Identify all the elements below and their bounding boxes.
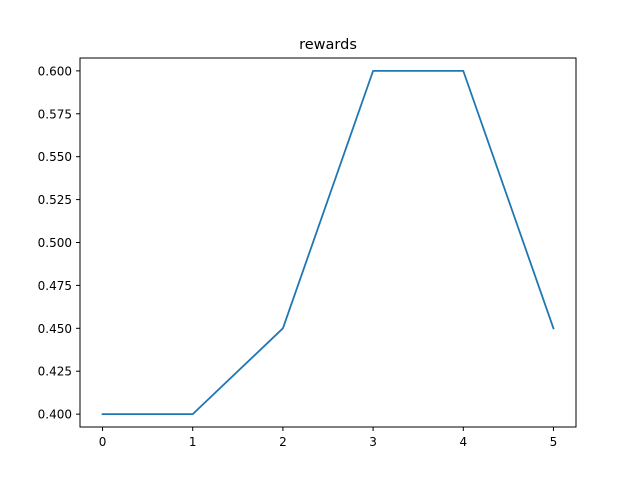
y-tick-label: 0.600 (38, 64, 72, 78)
series-line-0 (101, 69, 555, 416)
x-tick-label: 3 (369, 435, 377, 449)
x-tick-label: 0 (99, 435, 107, 449)
x-tick-label: 1 (189, 435, 197, 449)
y-tick-label: 0.500 (38, 236, 72, 250)
y-tick-label: 0.400 (38, 408, 72, 422)
y-tick-label: 0.525 (38, 193, 72, 207)
plot-area: 0 1 2 3 4 5 0.400 0.425 0.450 0.475 0.500 0.525 0.55… (38, 57, 577, 449)
y-tick-label: 0.475 (38, 279, 72, 293)
x-tick-label: 5 (550, 435, 558, 449)
y-tick-label: 0.575 (38, 107, 72, 121)
x-tick-label: 2 (279, 435, 287, 449)
y-tick-label: 0.425 (38, 365, 72, 379)
y-tick-label: 0.550 (38, 150, 72, 164)
y-tick-label: 0.450 (38, 322, 72, 336)
x-tick-label: 4 (459, 435, 467, 449)
chart-title: rewards (299, 37, 357, 53)
